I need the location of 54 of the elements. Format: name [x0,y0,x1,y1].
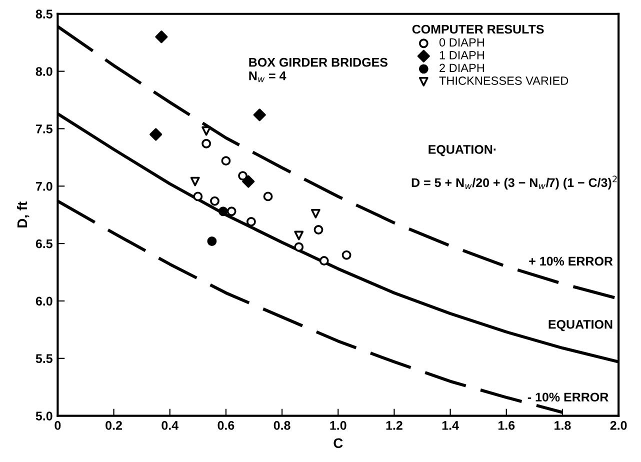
point [246,217,256,226]
x-tick-label: 1.8 [554,420,571,430]
legend-label: 1 DIAPH [440,51,484,60]
series-label: + 10% ERROR [529,256,613,266]
y-tick-label: 5.0 [36,412,52,420]
y-tick-label: 7.5 [36,124,52,134]
legend-label: 2 DIAPH [440,64,484,72]
annotation: EQUATION· [428,145,496,156]
point [253,108,266,122]
x-tick-label: 1.2 [386,420,402,430]
legend-label: 0 DIAPH [439,38,484,47]
point [218,206,228,216]
point [150,128,162,141]
x-axis-title: C [334,438,343,448]
x-tick-label: 0.2 [106,420,122,430]
y-tick-label: 8.0 [36,67,52,76]
x-tick-label: 1.0 [330,420,346,430]
x-tick-label: 0 [54,420,61,430]
point [238,171,248,180]
point [263,192,273,202]
x-tick-label: 0.8 [274,420,290,430]
point [210,196,220,206]
legend-label: THICKNESSES VARIED [439,76,568,85]
y-tick-label: 8.5 [36,10,52,19]
x-tick-label: 1.6 [498,420,515,430]
series-label: - 10% ERROR [528,392,608,402]
x-tick-label: 0.4 [162,420,178,430]
point [207,236,217,246]
annotation: BOX GIRDER BRIDGES N$_{w}$ = 4 [249,58,388,82]
annotation: D = 5 + N$_{w}$/20 + (3 − N$_{w}$/7) (1 − C/3)$^{2}$ [412,176,617,190]
y-tick-label: 5.5 [36,354,52,364]
point [242,175,255,188]
point [221,156,231,166]
point [319,256,329,266]
series-label: EQUATION [548,320,612,332]
x-tick-label: 2.0 [610,420,627,430]
y-tick-label: 6.0 [36,296,52,306]
y-axis-title: D, ft [16,202,30,228]
point [202,138,212,148]
point [226,206,236,216]
point [314,225,324,234]
point [342,250,352,260]
point [310,208,320,218]
point [294,242,304,252]
y-tick-label: 6.5 [36,239,52,248]
x-tick-label: 1.4 [442,421,459,430]
y-tick-label: 7.0 [36,182,52,191]
point [190,176,200,186]
point [193,192,203,202]
point [294,230,304,240]
legend-title: COMPUTER RESULTS [412,24,544,34]
point [155,30,168,44]
x-tick-label: 0.6 [218,420,234,430]
point [202,126,212,136]
